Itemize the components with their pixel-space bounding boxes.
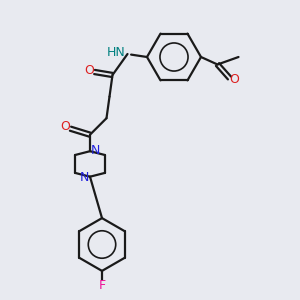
Text: O: O bbox=[229, 73, 239, 86]
Text: O: O bbox=[85, 64, 94, 77]
Text: F: F bbox=[98, 279, 106, 292]
Text: O: O bbox=[61, 120, 70, 133]
Text: HN: HN bbox=[106, 46, 125, 59]
Text: N: N bbox=[80, 171, 89, 184]
Text: N: N bbox=[90, 144, 100, 157]
